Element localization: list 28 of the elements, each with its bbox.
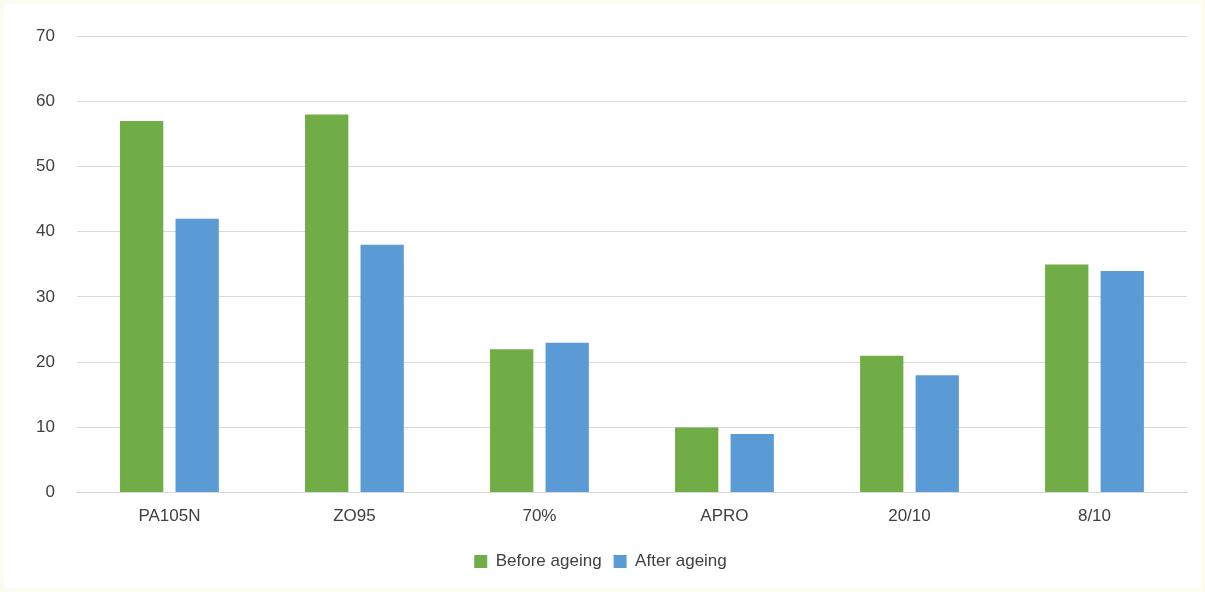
y-tick-label: 40 — [35, 221, 55, 241]
legend-label: Before ageing — [495, 551, 602, 571]
y-tick-label: 70 — [35, 25, 55, 45]
bar — [175, 218, 219, 493]
legend-label: After ageing — [635, 551, 727, 571]
bar — [305, 114, 349, 493]
bar — [545, 342, 589, 493]
bar — [490, 349, 534, 493]
y-tick-label: 0 — [45, 482, 55, 502]
x-tick-label: PA105N — [138, 506, 201, 526]
bar — [1045, 264, 1089, 493]
bar — [360, 244, 404, 493]
y-tick-label: 30 — [35, 286, 55, 306]
y-tick-label: 10 — [35, 417, 55, 437]
bar — [860, 355, 904, 493]
bar — [675, 427, 719, 493]
y-tick-label: 60 — [35, 91, 55, 111]
x-tick-label: APRO — [700, 506, 749, 526]
x-tick-label: 8/10 — [1077, 506, 1112, 526]
bar — [1100, 270, 1144, 493]
y-tick-label: 20 — [35, 351, 55, 371]
bar — [120, 120, 164, 493]
bar — [915, 375, 959, 493]
x-tick-label: 70% — [522, 506, 557, 526]
y-tick-label: 50 — [35, 156, 55, 176]
x-tick-label: ZO95 — [333, 506, 376, 526]
bar — [730, 433, 774, 493]
x-tick-label: 20/10 — [888, 506, 931, 526]
